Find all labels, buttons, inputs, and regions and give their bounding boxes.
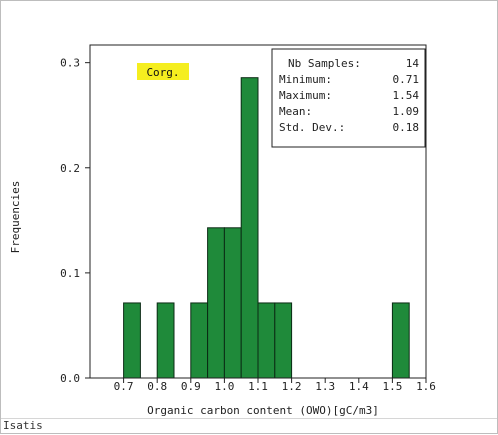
stat-label-minimum: Minimum: [279,73,332,86]
stat-value-maximum: 1.54 [393,89,420,102]
stat-label-mean: Mean: [279,105,312,118]
histogram-bar [207,227,225,379]
x-tick-label: 1.5 [382,380,402,393]
statistics-box-border [271,48,426,148]
y-tick-label: 0.2 [60,162,80,175]
histogram-bar [223,227,242,379]
stat-value-minimum: 0.71 [393,73,420,86]
histogram-bar [123,302,141,379]
y-tick-label: 0.1 [60,267,80,280]
stat-label-nb-samples: Nb Samples: [288,57,361,70]
statistics-box: Nb Samples: 14 Minimum: 0.71 Maximum: 1.… [271,48,426,148]
histogram-bar [156,302,175,379]
histogram-bar [257,302,276,379]
axes-layer: 0.7 0.8 0.9 1.0 1.1 1.2 1.3 1.4 1.5 1.6 0.0 0.1 0.2 0… [60,44,436,393]
stat-value-std-dev: 0.18 [393,121,420,134]
stat-value-nb-samples: 14 [406,57,420,70]
bars-layer [123,77,410,379]
stat-label-maximum: Maximum: [279,89,332,102]
stat-value-mean: 1.09 [393,105,420,118]
stat-label-std-dev: Std. Dev.: [279,121,345,134]
app-name-label: Isatis [3,419,43,432]
x-tick-label: 0.8 [147,380,167,393]
x-tick-label: 1.3 [315,380,335,393]
x-tick-label: 1.1 [248,380,268,393]
y-tick-label: 0.0 [60,372,80,385]
variable-label-background [137,63,189,80]
x-tick-label: 0.7 [114,380,134,393]
status-bar: Isatis [1,418,497,433]
histogram-bar [190,302,209,379]
y-tick-label: 0.3 [60,57,80,70]
x-tick-label: 1.2 [282,380,302,393]
x-axis-title: Organic carbon content (OWO)[gC/m3] [147,404,379,417]
x-tick-label: 1.4 [349,380,369,393]
variable-label: Corg. [146,66,179,79]
histogram-bar [240,77,259,379]
y-axis-title: Frequencies [9,181,22,254]
histogram-bar [391,302,410,379]
histogram-bar [274,302,293,379]
x-tick-label: 1.0 [214,380,234,393]
x-tick-label: 1.6 [416,380,436,393]
x-tick-label: 0.9 [181,380,201,393]
